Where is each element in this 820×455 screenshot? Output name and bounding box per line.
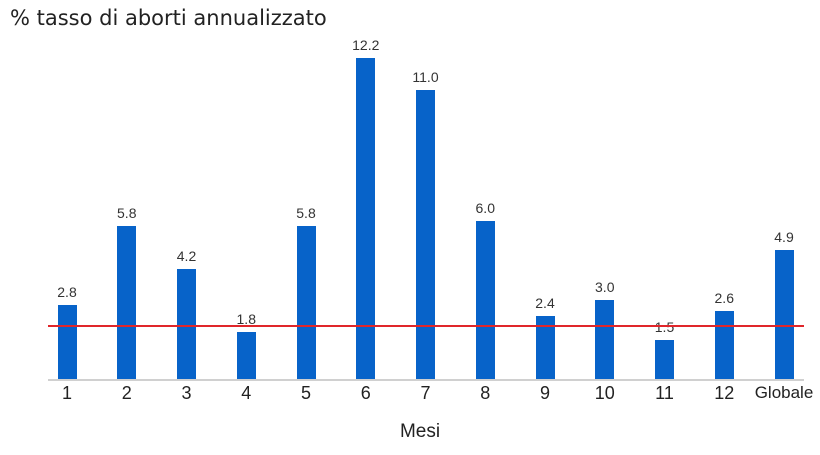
bar <box>535 315 555 379</box>
bar-value-label: 12.2 <box>352 37 380 54</box>
x-axis-label: Mesi <box>399 421 441 442</box>
chart-title: % tasso di aborti annualizzato <box>10 6 327 30</box>
x-tick-label: 1 <box>61 383 72 403</box>
x-tick-label: 4 <box>241 383 252 403</box>
bar <box>655 339 674 379</box>
bar-value-label: 5.8 <box>117 205 137 222</box>
x-tick-label: 9 <box>539 383 550 403</box>
x-tick-label: 10 <box>594 383 615 403</box>
bar <box>356 58 376 379</box>
bar-value-label: 2.8 <box>57 284 77 301</box>
bar-value-label: 4.9 <box>774 229 794 246</box>
reference-line <box>48 325 804 328</box>
x-tick-label: 2 <box>121 383 132 403</box>
bar-value-label: 5.8 <box>296 205 316 222</box>
bar <box>236 331 256 379</box>
bar-value-label: 3.0 <box>595 279 615 296</box>
x-tick-label: 3 <box>181 383 192 403</box>
bar-value-label: 1.8 <box>236 310 256 327</box>
bar <box>57 305 77 379</box>
x-tick-label: 7 <box>420 383 431 403</box>
bar <box>774 250 794 379</box>
bar <box>714 310 734 379</box>
bar-value-label: 2.4 <box>535 294 555 311</box>
bar <box>475 221 495 379</box>
bar <box>416 89 435 379</box>
bar <box>177 268 196 379</box>
bar <box>117 226 137 379</box>
x-tick-label: Globale <box>754 383 814 402</box>
bar-value-label: 11.0 <box>412 68 439 85</box>
bar-value-label: 2.6 <box>714 289 734 306</box>
bar-value-label: 4.2 <box>176 247 197 264</box>
x-tick-label: 12 <box>714 383 735 403</box>
bar <box>595 300 615 379</box>
bar <box>296 226 316 379</box>
x-tick-label: 8 <box>480 383 491 403</box>
bar-value-label: 6.0 <box>475 200 495 217</box>
x-axis-line <box>48 379 804 381</box>
x-tick-label: 5 <box>300 383 311 403</box>
x-tick-label: 11 <box>655 383 674 403</box>
x-tick-label: 6 <box>360 383 371 403</box>
